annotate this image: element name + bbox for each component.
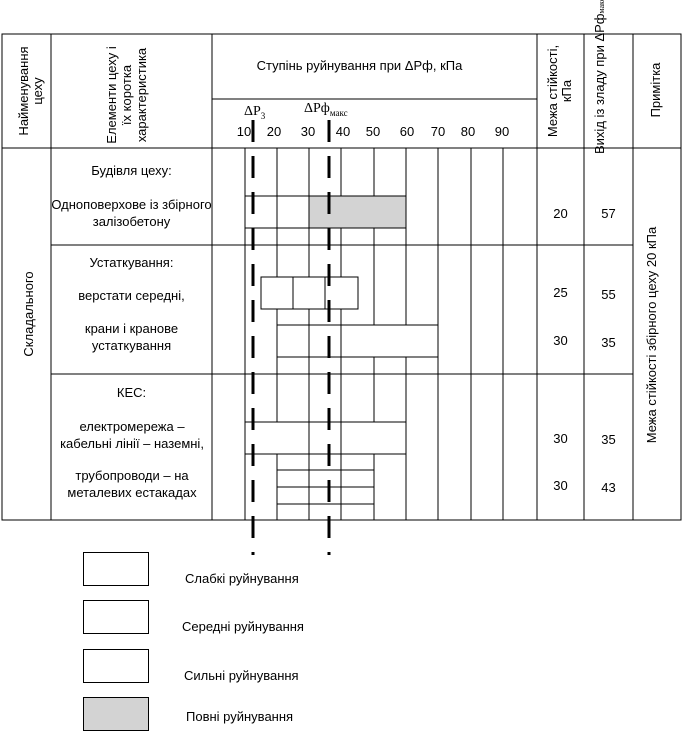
tick-label: 10 xyxy=(236,124,252,139)
note-text: Межа стійкості збірного цеху 20 кПа xyxy=(644,226,659,444)
item-failure: 43 xyxy=(601,480,616,495)
section-title-building: Будівля цеху: xyxy=(91,163,172,178)
legend-label-full: Повні руйнування xyxy=(186,709,294,724)
workshop-name: Складального xyxy=(21,271,36,357)
legend-swatch-weak xyxy=(83,552,149,586)
item-failure: 55 xyxy=(601,287,616,302)
header-failure: Вихід із зладу при ΔРфмакс xyxy=(592,0,607,154)
bar-power-lines xyxy=(244,421,407,455)
item-limit: 30 xyxy=(553,333,568,348)
item-failure: 35 xyxy=(601,432,616,447)
tick-label: 90 xyxy=(494,124,510,139)
tick-label: 20 xyxy=(266,124,282,139)
header-limit: Межа стійкості, кПа xyxy=(545,44,574,138)
legend-label-weak: Слабкі руйнування xyxy=(185,571,299,586)
item-text-power-lines: електромережа – кабельні лінії – наземні… xyxy=(60,419,204,451)
legend-label-strong: Сильні руйнування xyxy=(184,668,299,683)
item-limit: 25 xyxy=(553,285,568,300)
header-elements: Елементи цеху і їх коротка характеристик… xyxy=(104,46,149,144)
item-limit: 30 xyxy=(553,431,568,446)
item-text-building: Одноповерхове із збірного залізобетону xyxy=(51,197,212,229)
tick-label: 70 xyxy=(430,124,446,139)
header-note: Примітка xyxy=(648,62,663,118)
tick-label: 30 xyxy=(300,124,316,139)
bar-machine-tools xyxy=(260,276,359,310)
item-limit: 20 xyxy=(553,206,568,221)
bar-building xyxy=(244,195,407,229)
legend-swatch-strong xyxy=(83,649,149,683)
tick-label: 50 xyxy=(365,124,381,139)
section-title-utilities: КЕС: xyxy=(116,385,147,400)
item-failure: 57 xyxy=(601,206,616,221)
header-damage-degree: Ступінь руйнування при ΔРф, кПа xyxy=(256,58,463,73)
legend-swatch-full xyxy=(83,697,149,731)
bar-cranes xyxy=(276,324,439,358)
tick-label: 40 xyxy=(335,124,351,139)
legend-swatch-medium xyxy=(83,600,149,634)
legend-label-medium: Середні руйнування xyxy=(182,619,304,634)
marker-label-pf: ΔРфмакс xyxy=(304,101,348,118)
item-text-pipelines: трубопроводи – на металевих естакадах xyxy=(67,468,197,500)
section-title-equipment: Устаткування: xyxy=(89,255,174,270)
item-limit: 30 xyxy=(553,478,568,493)
item-text-machine-tools: верстати середні, xyxy=(78,288,185,303)
item-failure: 35 xyxy=(601,335,616,350)
tick-label: 80 xyxy=(460,124,476,139)
header-workshop: Найменування цеху xyxy=(16,46,45,136)
tick-label: 60 xyxy=(399,124,415,139)
marker-label-p3: ΔР3 xyxy=(244,104,266,121)
item-text-cranes: крани і кранове устаткування xyxy=(84,321,179,353)
